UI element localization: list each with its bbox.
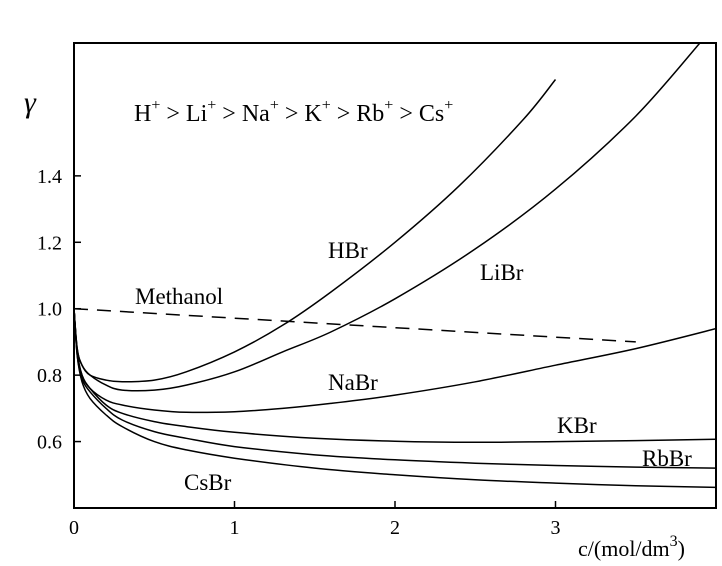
ion-order-annotation: H+ > Li+ > Na+ > K+ > Rb+ > Cs+ [134,97,453,127]
y-axis-label: γ [24,86,37,119]
series-label-methanol: Methanol [135,284,223,309]
series-label-nabr: NaBr [328,370,378,395]
y-tick-label-1: 0.8 [37,365,62,387]
series-line-methanol [74,307,636,343]
series-label-rbbr: RbBr [642,446,692,471]
x-tick-label-2: 2 [390,517,400,539]
y-tick-label-4: 1.4 [37,166,62,188]
series-line-csbr [74,308,716,489]
x-tick-label-3: 3 [551,517,561,539]
series-line-kbr [74,308,716,443]
y-tick-label-2: 1.0 [37,299,62,321]
x-tick-label-0: 0 [69,517,79,539]
plot-layer: 0 1 2 3 0.6 0.8 1.0 1.2 1.4 HBr LiBr NaBr KBr RbBr CsB… [37,42,717,539]
series-line-rbbr [74,308,716,469]
series-label-libr: LiBr [480,260,524,285]
x-tick-label-1: 1 [230,517,240,539]
series-line-libr [74,43,701,392]
series-label-kbr: KBr [557,413,597,438]
series-label-hbr: HBr [328,238,368,263]
series-label-csbr: CsBr [184,470,232,495]
y-tick-label-3: 1.2 [37,232,62,254]
x-axis-label: c/(mol/dm3) [578,533,685,561]
y-tick-label-0: 0.6 [37,432,62,454]
